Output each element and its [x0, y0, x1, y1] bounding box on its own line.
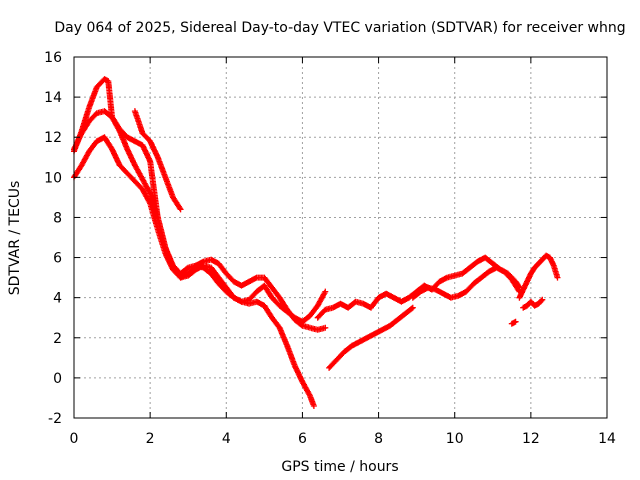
data-point-markers	[131, 108, 184, 213]
series-track-i	[516, 252, 561, 301]
y-tick-label: 14	[44, 90, 62, 106]
x-tick-label: 14	[598, 431, 616, 447]
x-tick-label: 12	[522, 431, 540, 447]
plot-frame	[73, 56, 608, 419]
chart-title: Day 064 of 2025, Sidereal Day-to-day VTE…	[54, 20, 625, 36]
data-points	[71, 76, 561, 409]
x-axis-label: GPS time / hours	[281, 459, 398, 475]
data-point-markers	[516, 252, 561, 301]
x-tick-label: 0	[70, 431, 79, 447]
grid-lines	[74, 57, 607, 418]
y-tick-label: 4	[53, 291, 62, 307]
series-track-g	[409, 264, 523, 301]
y-tick-label: 16	[44, 50, 62, 66]
y-tick-label: 8	[53, 210, 62, 226]
series-track-f	[326, 304, 416, 371]
x-tick-label: 6	[298, 431, 307, 447]
y-tick-label: 12	[44, 130, 62, 146]
series-track-j	[520, 296, 546, 311]
data-point-markers	[520, 296, 546, 311]
x-tick-label: 4	[222, 431, 231, 447]
y-tick-label: 0	[53, 371, 62, 387]
data-point-markers	[409, 264, 523, 301]
x-tick-label: 2	[146, 431, 155, 447]
y-tick-label: 10	[44, 170, 62, 186]
data-point-markers	[508, 318, 519, 327]
series-track-d	[131, 108, 184, 213]
x-tick-label: 10	[446, 431, 464, 447]
y-axis-label: SDTVAR / TECUs	[7, 181, 23, 296]
series-track-h	[508, 318, 519, 327]
y-tick-label: 6	[53, 251, 62, 267]
y-tick-label: -2	[48, 411, 62, 427]
x-tick-label: 8	[374, 431, 383, 447]
axis-ticks: 0 2 4 6 8 10 12 14 -2 0 2 4 6 8 10 12 14 16	[44, 50, 616, 447]
y-tick-label: 2	[53, 331, 62, 347]
data-point-markers	[326, 304, 416, 371]
